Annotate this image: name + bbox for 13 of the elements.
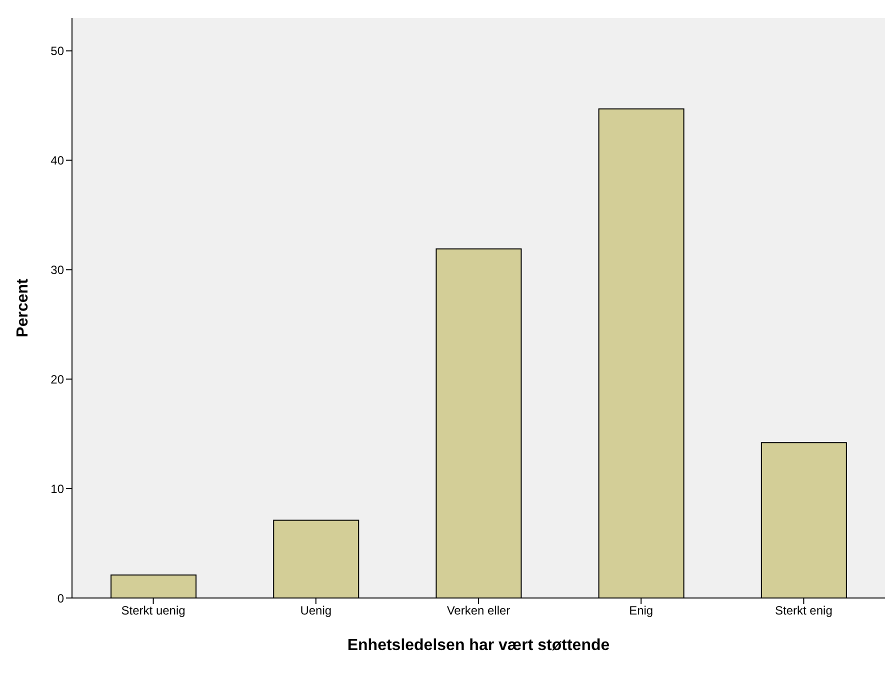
x-axis-title: Enhetsledelsen har vært støttende [347, 637, 610, 654]
y-tick-label: 0 [57, 591, 64, 606]
y-tick-label: 10 [50, 482, 64, 496]
y-tick-label: 30 [50, 262, 64, 277]
x-tick-label: Enig [629, 604, 654, 618]
y-tick-label: 40 [50, 154, 64, 168]
x-tick-label: Sterkt enig [775, 604, 832, 618]
x-tick-label: Verken eller [446, 604, 510, 618]
y-tick-label: 50 [50, 44, 64, 58]
x-tick-label: Sterkt uenig [121, 604, 186, 618]
y-tick-label: 20 [50, 372, 64, 386]
x-tick-label: Uenig [300, 604, 332, 618]
y-axis-title: Percent [14, 278, 32, 338]
